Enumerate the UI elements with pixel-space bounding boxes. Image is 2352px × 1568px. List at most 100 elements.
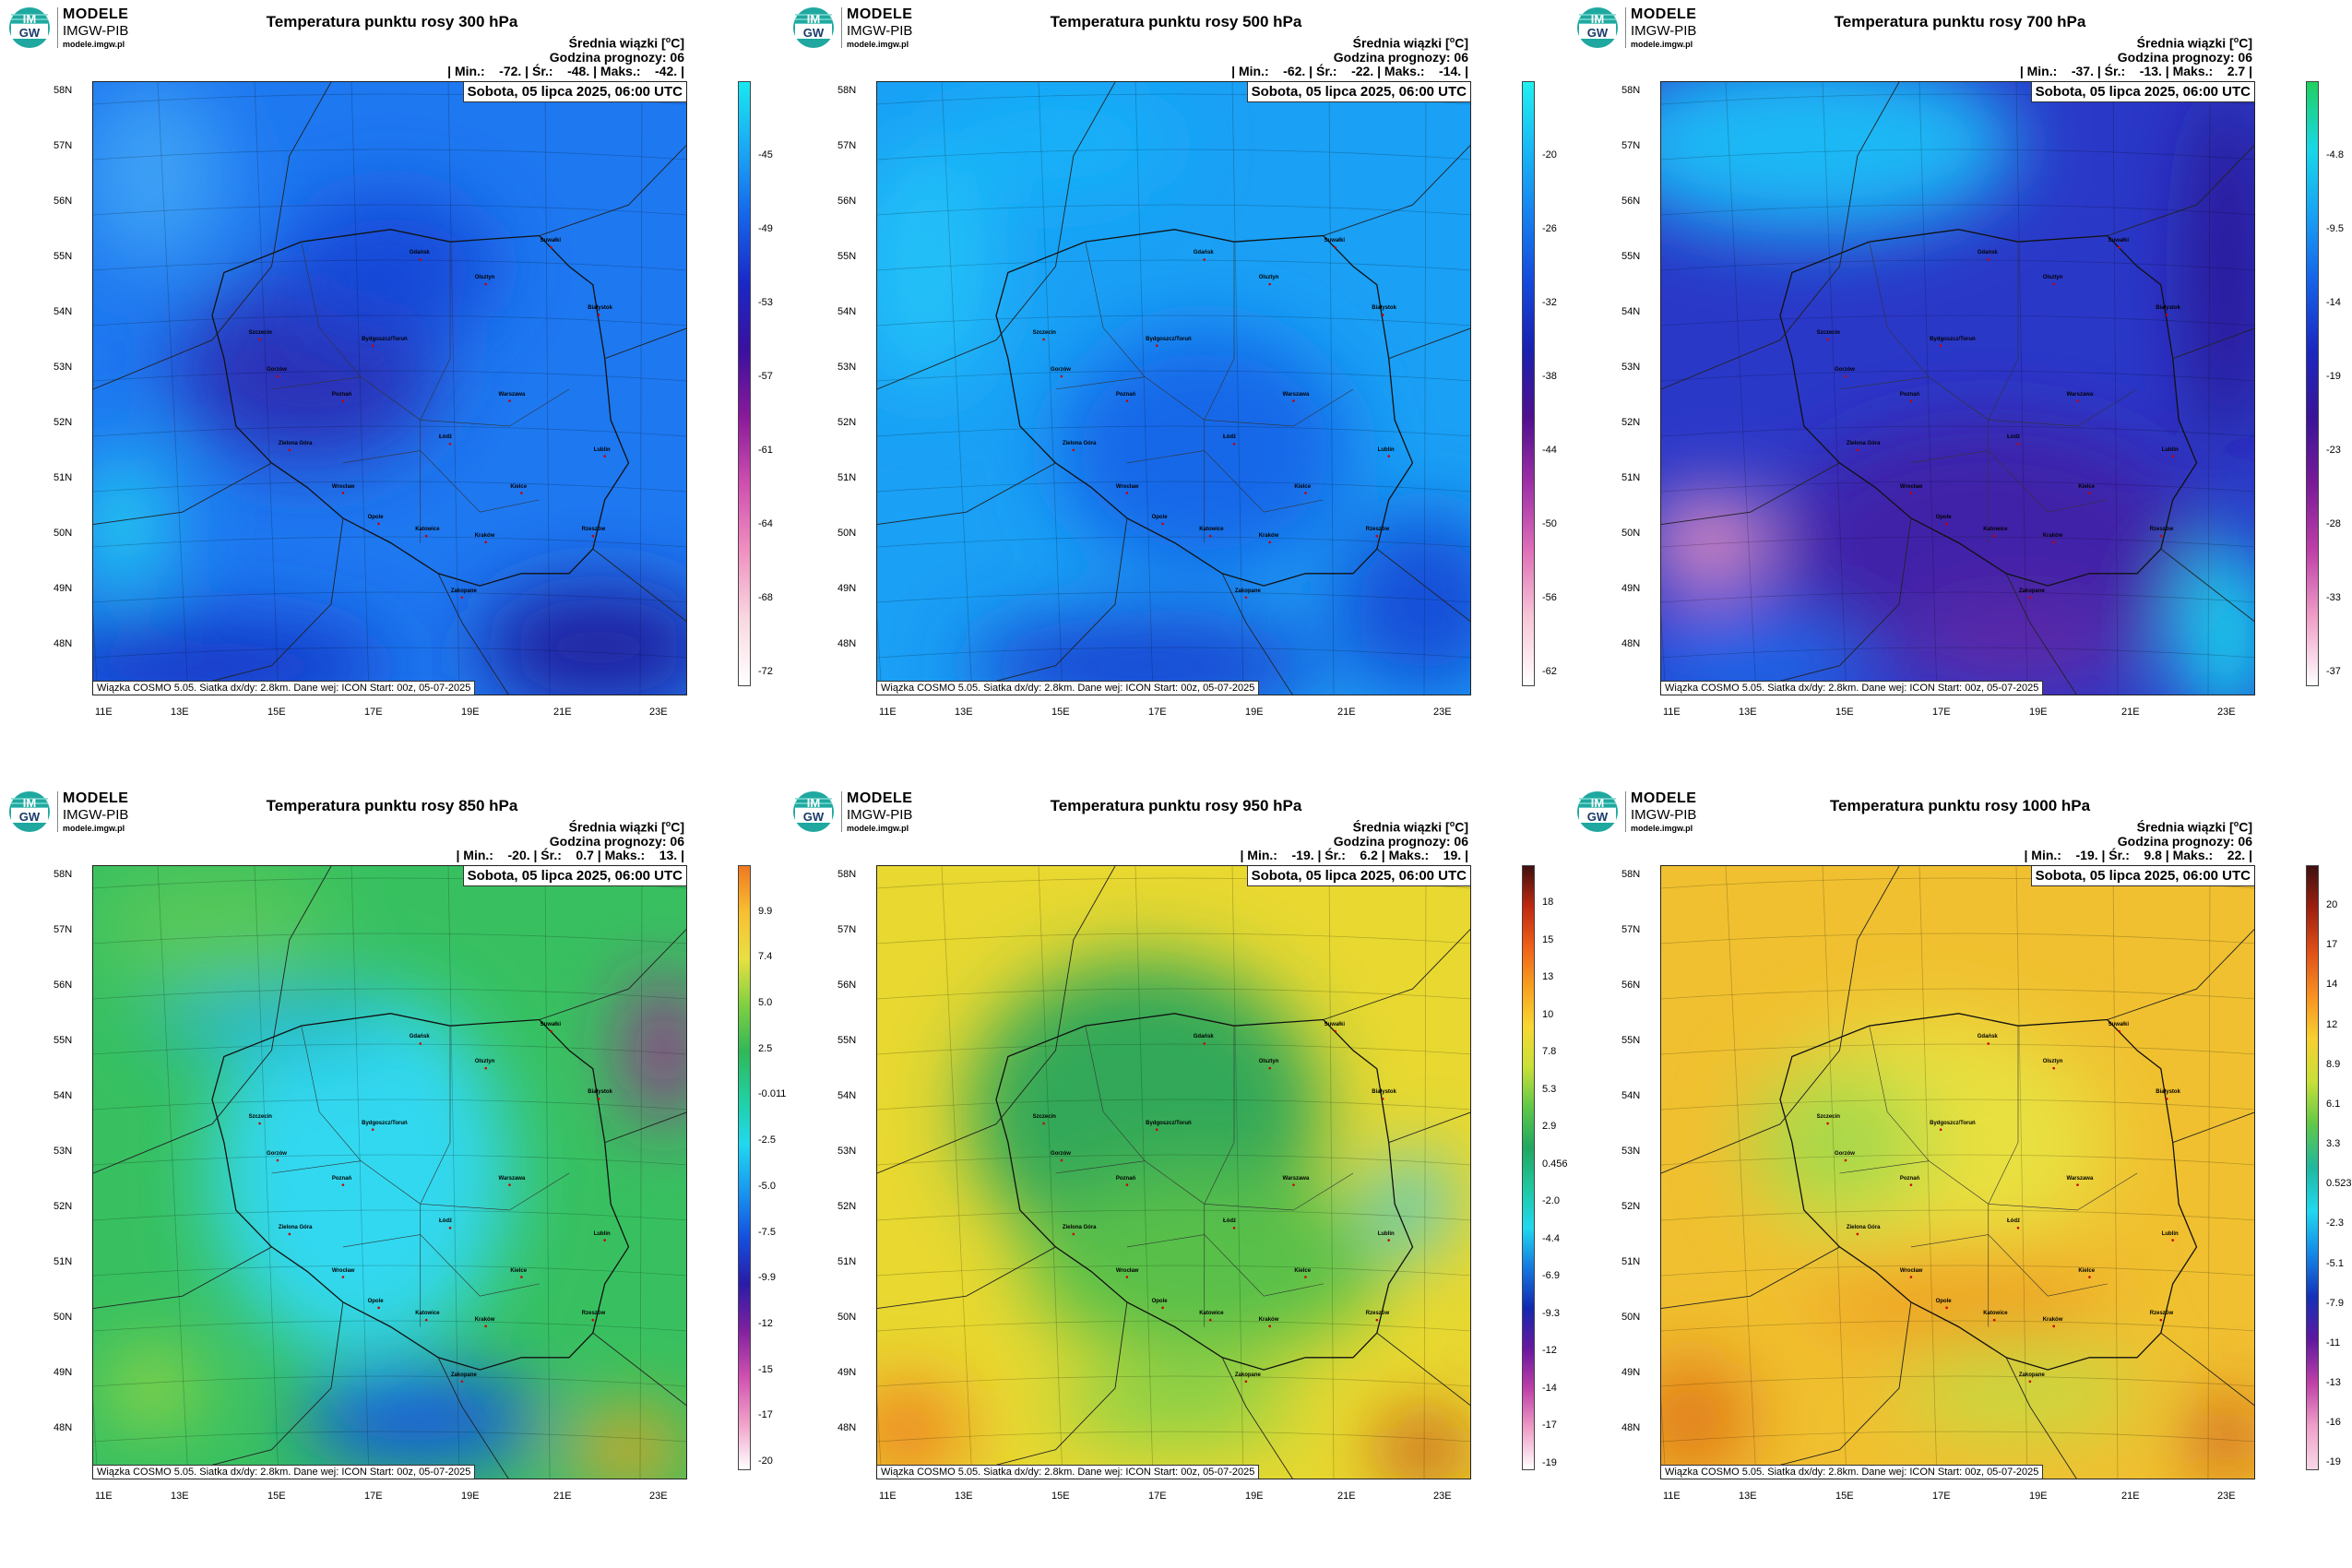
map-field-blob (877, 1382, 967, 1479)
meridian-line (1918, 866, 1938, 1479)
city-label: Zielona Góra (278, 440, 313, 446)
meridian-line (941, 866, 973, 1479)
colorbar-tick-label: -56 (1542, 592, 1557, 603)
city-label: Kielce (1294, 1267, 1312, 1274)
brand-link[interactable]: modele.imgw.pl (1631, 824, 1693, 833)
city-label: Gorzów (1050, 367, 1071, 374)
region-line (342, 450, 540, 513)
city-marker (1909, 1183, 1913, 1186)
city-marker (597, 1098, 600, 1100)
brand-link[interactable]: modele.imgw.pl (63, 40, 125, 49)
city-label: Szczecin (1816, 1114, 1840, 1121)
city-marker (603, 1239, 606, 1241)
meridian-line (2207, 866, 2211, 1479)
city-label: Kielce (510, 1267, 528, 1274)
lat-tick-label: 56N (837, 196, 857, 207)
colorbar-tick-label: -20 (1542, 149, 1557, 160)
parallel-line (877, 591, 1470, 603)
colorbar-tick-label: -44 (1542, 445, 1557, 456)
lat-tick-label: 51N (1621, 472, 1641, 483)
parallel-line (877, 1154, 1470, 1166)
parallel-line (877, 932, 1470, 944)
city-marker (1155, 344, 1158, 348)
map-field-blob (1810, 1246, 2108, 1346)
city-label: Kraków (2042, 1316, 2063, 1323)
city-label: Poznań (1115, 391, 1136, 398)
brand-link[interactable]: modele.imgw.pl (847, 40, 909, 49)
lat-tick-label: 49N (53, 583, 73, 594)
border-line (604, 1111, 686, 1144)
colorbar-tick-label: -19 (1542, 1456, 1557, 1468)
forecast-map[interactable]: Gdańsk Olsztyn Suwałki Białystok Szczecin Byd… (92, 865, 687, 1479)
colorbar-tick-label: -2.3 (2326, 1218, 2344, 1229)
map-field-blob (2191, 1407, 2254, 1468)
forecast-map[interactable]: Gdańsk Olsztyn Suwałki Białystok Szczecin Byd… (1660, 865, 2255, 1479)
meridian-line (639, 866, 643, 1479)
brand-text: MODELE IMGW-PIB modele.imgw.pl (847, 7, 912, 49)
chart-panel-p950: IM GW MODELE IMGW-PIB modele.imgw.pl Temperat… (784, 784, 1568, 1568)
meridian-line (1423, 82, 1427, 695)
city-marker (2165, 1098, 2168, 1100)
min-mean-max: | Min.: -72. | Śr.: -48. | Maks.: -42. | (447, 63, 684, 78)
border-line (1388, 1111, 1470, 1144)
city-marker (1939, 344, 1942, 348)
brand-separator (841, 791, 842, 832)
city-label: Gorzów (266, 367, 287, 374)
meridian-line (2112, 866, 2119, 1479)
colorbar-tick-label: 0.456 (1542, 1158, 1568, 1170)
brand-link[interactable]: modele.imgw.pl (63, 824, 125, 833)
city-marker (1203, 258, 1206, 261)
city-label: Bydgoszcz/Toruń (362, 1120, 408, 1126)
city-label: Białystok (2156, 305, 2180, 312)
info-line1-suffix: C] (2239, 819, 2252, 835)
lon-tick-label: 13E (171, 1491, 189, 1502)
colorbar-tick-label: -19 (2326, 371, 2341, 382)
city-marker (520, 492, 523, 494)
city-label: Opole (1151, 1298, 1168, 1304)
meridian-line (447, 82, 460, 695)
city-marker (1945, 1306, 1948, 1310)
map-field-blob (1376, 1155, 1449, 1253)
city-label: Gdańsk (1977, 1034, 1998, 1040)
region-line (1126, 450, 1324, 513)
lon-tick-label: 15E (1051, 707, 1070, 718)
imgw-logo-icon: IMGW (1577, 7, 1618, 48)
colorbar-tick-label: -32 (1542, 297, 1557, 308)
region-line (1929, 376, 2138, 427)
border-line (1221, 573, 1293, 695)
parallel-line (1661, 647, 2254, 659)
stats-info: Średnia wiązki [oC] Godzina prognozy: 06 |… (1240, 817, 1468, 862)
city-label: Łódź (1223, 434, 1236, 441)
svg-text:GW: GW (1587, 26, 1609, 40)
lat-tick-label: 50N (837, 1312, 857, 1323)
city-marker (419, 258, 422, 261)
forecast-map[interactable]: Gdańsk Olsztyn Suwałki Białystok Szczecin Byd… (876, 865, 1471, 1479)
info-line1-unit: o (1449, 819, 1455, 828)
lat-tick-label: 48N (837, 638, 857, 649)
city-marker (2028, 596, 2032, 600)
city-marker (2016, 442, 2020, 445)
city-marker (2076, 399, 2079, 402)
brand-link[interactable]: modele.imgw.pl (1631, 40, 1693, 49)
meridian-line (1328, 82, 1335, 695)
city-marker (597, 314, 600, 316)
forecast-map[interactable]: Gdańsk Olsztyn Suwałki Białystok Szczecin Byd… (876, 81, 1471, 695)
brand-link[interactable]: modele.imgw.pl (847, 824, 909, 833)
map-field-blob (2179, 542, 2254, 695)
city-label: Katowice (1983, 527, 2008, 533)
colorbar (2306, 865, 2319, 1470)
forecast-map[interactable]: Gdańsk Olsztyn Suwałki Białystok Szczecin Byd… (1660, 81, 2255, 695)
colorbar-tick-label: -2.5 (758, 1134, 776, 1146)
brand-separator (57, 7, 58, 48)
svg-text:IM: IM (1591, 12, 1604, 26)
parallel-line (1661, 1099, 2254, 1111)
parallel-line (1661, 1431, 2254, 1443)
city-marker (1268, 282, 1271, 286)
forecast-map[interactable]: Gdańsk Olsztyn Suwałki Białystok Szczecin Byd… (92, 81, 687, 695)
city-marker (484, 540, 487, 544)
border-line (877, 1246, 1056, 1309)
meridian-line (1134, 866, 1154, 1479)
border-line (437, 1357, 509, 1479)
brand-line2: IMGW-PIB (63, 23, 129, 39)
colorbar-tick-label: -17 (1542, 1420, 1557, 1431)
